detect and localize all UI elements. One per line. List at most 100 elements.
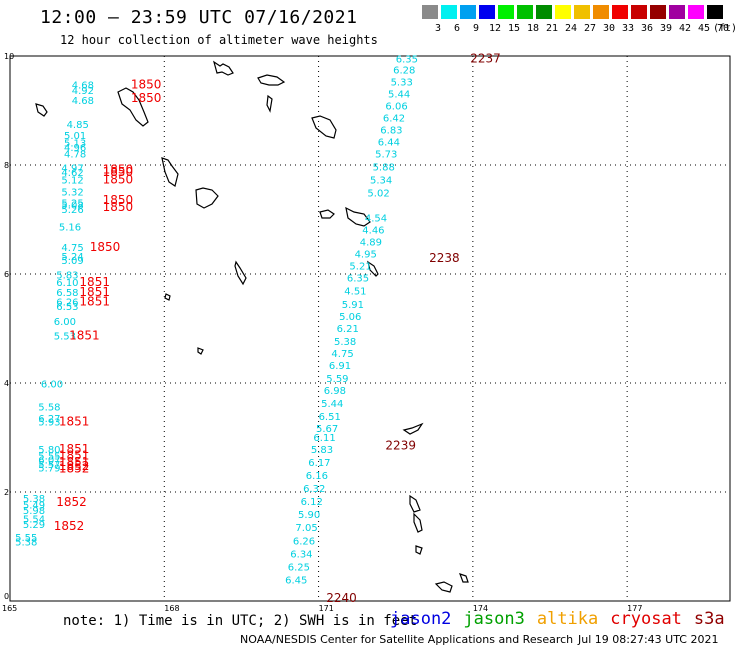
scale-swatch	[707, 5, 723, 19]
swh-value: 6.45	[285, 576, 307, 587]
swh-value: 5.49	[23, 500, 45, 511]
scale-label: 24	[564, 23, 578, 34]
swh-value: 5.25	[61, 198, 83, 209]
pass-time-label: 2239	[385, 438, 416, 452]
islands	[35, 60, 469, 593]
pass-time-label: 1850	[103, 193, 134, 207]
pass-time-label: 1850	[131, 91, 162, 105]
lat-tick-label: 4	[4, 379, 9, 388]
scale-label: 36	[640, 23, 654, 34]
lat-tick-label: 6	[4, 270, 9, 279]
scale-label: 12	[488, 23, 502, 34]
swh-value: 5.54	[23, 515, 45, 526]
pass-time-label: 2237	[470, 52, 501, 66]
swh-value: 4.68	[72, 96, 94, 107]
map-title: 12:00 – 23:59 UTC 07/16/2021	[40, 7, 358, 28]
map-frame	[9, 55, 731, 602]
island-outline	[212, 60, 234, 76]
scale-swatch	[631, 5, 647, 19]
island-outline	[195, 187, 219, 209]
swh-value: 6.51	[319, 412, 341, 423]
swh-value: 5.38	[23, 494, 45, 505]
lat-tick-label: 0	[4, 592, 9, 601]
swh-value: 5.33	[391, 77, 413, 88]
swh-value: 5.29	[23, 520, 45, 531]
pass-time-label: 1850	[90, 240, 121, 254]
pass-time-label: 2238	[429, 251, 460, 265]
scale-label: 15	[507, 23, 521, 34]
swh-value: 5.08	[61, 201, 83, 212]
scale-swatch	[612, 5, 628, 19]
pass-time-labels: 2237223822392240185018501850185018501850…	[54, 52, 501, 606]
island-outline	[367, 260, 379, 277]
island-outline	[458, 573, 469, 583]
swh-value: 5.58	[38, 402, 60, 413]
swh-value: 5.38	[334, 337, 356, 348]
pass-time-label: 1851	[69, 328, 100, 342]
scale-label: 27	[583, 23, 597, 34]
lat-tick-label: 10	[4, 52, 14, 61]
swh-observations: 6.356.285.335.446.066.426.836.445.735.88…	[15, 55, 418, 587]
scale-label: 33	[621, 23, 635, 34]
scale-label: 9	[472, 23, 480, 34]
satellite-legend: jason2 jason3 altika cryosat s3a	[390, 609, 737, 629]
scale-swatch	[536, 5, 552, 19]
swh-value: 6.11	[313, 433, 335, 444]
swh-value: 5.53	[54, 331, 76, 342]
swh-value: 5.83	[311, 445, 333, 456]
swh-value: 4.92	[72, 86, 94, 97]
island-outline	[319, 209, 335, 219]
swh-value: 6.91	[329, 361, 351, 372]
satellite-legend-entry: cryosat	[610, 609, 682, 629]
pass-time-label: 1851	[59, 415, 90, 429]
swh-value: 4.68	[72, 81, 94, 92]
satellite-legend-entry: altika	[536, 609, 599, 629]
swh-value: 5.12	[61, 176, 83, 187]
swh-value: 5.55	[38, 451, 60, 462]
island-outline	[311, 115, 337, 139]
swh-value: 4.78	[64, 149, 86, 160]
swh-value: 4.51	[344, 287, 366, 298]
swh-value: 6.42	[383, 113, 405, 124]
swh-value: 6.34	[290, 549, 312, 560]
scale-label: 70	[716, 23, 730, 34]
scale-swatch	[441, 5, 457, 19]
satellite-legend-entry: s3a	[693, 609, 725, 629]
island-outline	[234, 260, 247, 286]
swh-value: 5.32	[61, 188, 83, 199]
lon-tick-label: 177	[627, 604, 642, 613]
satellite-legend-entry: jason2	[390, 609, 452, 629]
swh-value: 5.38	[15, 537, 37, 548]
swh-value: 4.97	[61, 164, 83, 175]
lat-tick-label: 2	[4, 488, 9, 497]
swh-value: 6.32	[303, 484, 325, 495]
scale-swatch	[555, 5, 571, 19]
swh-value: 5.21	[349, 262, 371, 273]
scale-swatch	[422, 5, 438, 19]
pass-time-label: 1851	[59, 442, 90, 456]
swh-value: 5.26	[61, 205, 83, 216]
pass-time-label: 1850	[103, 165, 134, 179]
pass-time-label: 1851	[59, 448, 90, 462]
swh-value: 6.27	[38, 414, 60, 425]
island-outline	[434, 581, 453, 593]
credit-footer: NOAA/NESDIS Center for Satellite Applica…	[240, 633, 574, 646]
island-outline	[402, 422, 424, 435]
swh-value: 5.88	[373, 162, 395, 173]
scale-unit-label: (ft)	[713, 23, 738, 34]
scale-swatch	[650, 5, 666, 19]
swh-value: 5.79	[38, 463, 60, 474]
scale-swatch	[688, 5, 704, 19]
swh-value: 6.83	[380, 125, 402, 136]
island-outline	[197, 347, 204, 355]
satellite-legend-entry: jason3	[463, 609, 525, 629]
scale-swatch	[498, 5, 514, 19]
swh-value: 5.91	[342, 300, 364, 311]
pass-time-label: 1851	[79, 295, 110, 309]
swh-value: 5.67	[316, 424, 338, 435]
pass-time-label: 1851	[59, 455, 90, 469]
swh-value: 5.80	[38, 445, 60, 456]
swh-value: 5.34	[370, 176, 392, 187]
swh-value: 5.09	[61, 256, 83, 267]
swh-value: 6.98	[324, 386, 346, 397]
